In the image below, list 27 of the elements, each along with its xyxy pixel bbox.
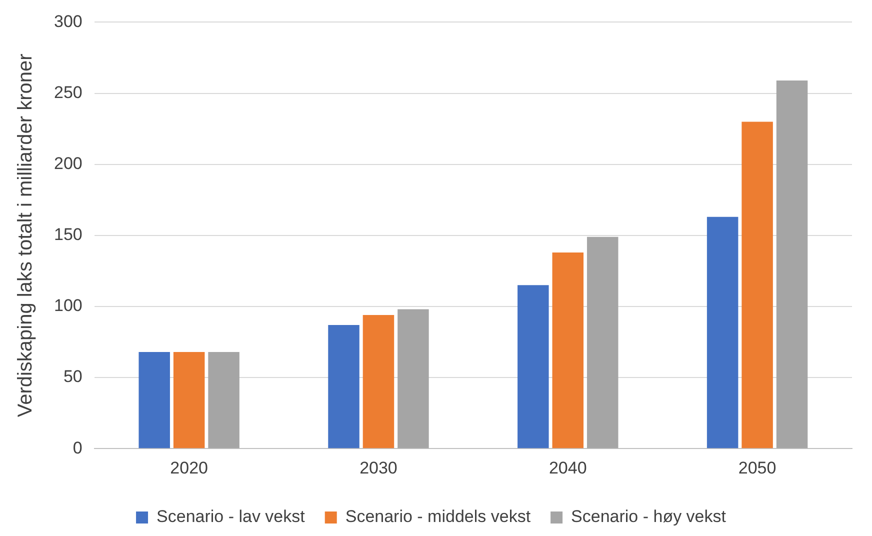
bar: [328, 324, 360, 448]
bar: [362, 314, 394, 448]
bar: [776, 80, 808, 448]
bar: [742, 122, 773, 448]
bar: [586, 236, 618, 448]
y-tick-label: 50: [63, 367, 82, 386]
y-tick-label: 0: [72, 438, 82, 458]
legend-label: Scenario - høy vekst: [571, 507, 726, 526]
y-tick-label: 250: [54, 82, 82, 102]
y-tick-label: 200: [54, 154, 82, 174]
bar: [138, 352, 170, 448]
y-tick-label: 300: [54, 12, 82, 31]
y-axis-title: Verdiskaping laks totalt i milliarder kroner: [14, 53, 37, 418]
x-tick-label: 2040: [548, 458, 587, 478]
y-tick-label: 100: [54, 296, 82, 316]
bar: [518, 285, 549, 448]
bar: [398, 309, 429, 448]
legend-label: Scenario - middels vekst: [345, 507, 531, 526]
bar: [706, 216, 738, 448]
x-tick-label: 2020: [170, 458, 208, 478]
x-tick-label: 2030: [360, 458, 398, 478]
y-tick-label: 150: [54, 225, 82, 244]
bar: [173, 352, 205, 448]
legend-label: Scenario - lav vekst: [156, 507, 306, 526]
bar: [208, 352, 240, 448]
x-tick-label: 2050: [738, 458, 776, 478]
bar: [552, 252, 584, 448]
